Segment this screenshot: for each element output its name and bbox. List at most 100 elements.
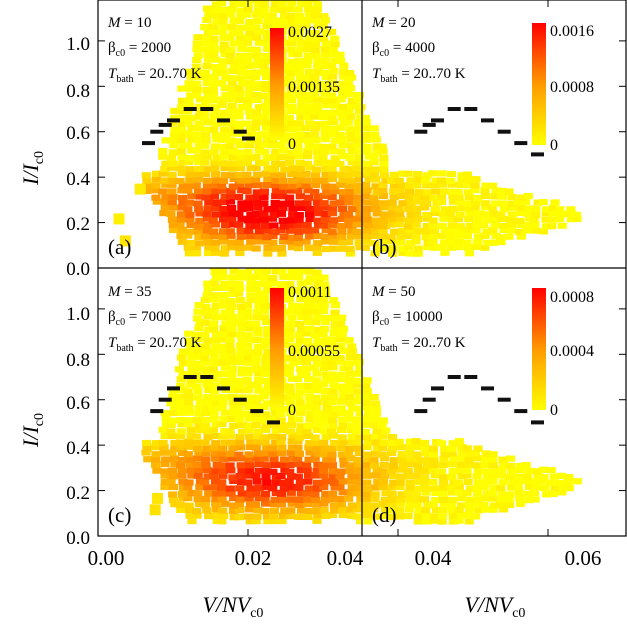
- heat-cell: [184, 399, 194, 406]
- heat-cell: [301, 84, 311, 92]
- heat-cell: [311, 440, 322, 447]
- heat-cell: [462, 467, 472, 474]
- heat-cell: [202, 16, 212, 24]
- heat-cell: [201, 303, 211, 310]
- heat-cell: [234, 514, 245, 521]
- heat-cell: [201, 102, 211, 109]
- heat-cell: [462, 182, 472, 189]
- heat-cell: [412, 472, 422, 479]
- heat-cell: [288, 348, 298, 355]
- heat-cell: [362, 124, 366, 131]
- heat-cell: [369, 159, 379, 166]
- heat-cell: [175, 177, 185, 185]
- heat-cell: [541, 210, 552, 217]
- heat-cell: [369, 456, 379, 464]
- heat-cell: [496, 472, 506, 479]
- heat-cell: [246, 491, 256, 498]
- heat-cell: [192, 331, 202, 338]
- heat-cell: [201, 343, 211, 350]
- heat-cell: [252, 0, 262, 3]
- heat-cell: [487, 204, 497, 211]
- heat-cell: [209, 182, 219, 189]
- heat-cell: [234, 501, 245, 508]
- heat-cell: [287, 244, 297, 251]
- heat-cell: [209, 472, 219, 479]
- heat-cell: [242, 377, 252, 384]
- heat-cell: [411, 221, 421, 228]
- heat-cell: [186, 115, 196, 122]
- heat-cell: [405, 250, 415, 257]
- heat-cell: [251, 398, 261, 405]
- heat-cell: [335, 354, 345, 362]
- heat-cell: [319, 348, 329, 355]
- heat-cell: [327, 159, 337, 166]
- heat-cell: [380, 497, 390, 504]
- heat-cell: [480, 200, 490, 207]
- heat-cell: [311, 125, 321, 132]
- heat-cell: [261, 364, 271, 371]
- heat-cell: [371, 176, 381, 183]
- heat-cell: [285, 468, 295, 475]
- heat-cell: [212, 302, 222, 309]
- heat-cell: [347, 227, 357, 234]
- heat-cell: [186, 377, 196, 384]
- heat-cell: [236, 24, 246, 31]
- heat-cell: [321, 159, 331, 166]
- heat-cell: [280, 12, 290, 19]
- heat-cell: [184, 443, 194, 450]
- heat-cell: [194, 376, 204, 383]
- heat-cell: [338, 142, 348, 149]
- heat-cell: [271, 148, 281, 155]
- heat-cell: [251, 489, 261, 496]
- heat-cell: [177, 449, 188, 456]
- heat-cell: [447, 461, 457, 468]
- heat-cell: [395, 210, 405, 217]
- heat-cell: [219, 143, 229, 150]
- heat-cell: [362, 502, 371, 509]
- heat-cell: [142, 445, 152, 452]
- heat-cell: [284, 478, 294, 485]
- heat-cell: [360, 183, 362, 190]
- heat-cell: [320, 124, 330, 131]
- heat-cell: [312, 421, 322, 428]
- heat-cell: [457, 443, 467, 451]
- heat-cell: [487, 182, 498, 189]
- heat-cell: [404, 244, 414, 251]
- heat-cell: [320, 63, 330, 70]
- heat-cell: [278, 0, 288, 3]
- heat-cell: [356, 495, 362, 502]
- heat-cell: [263, 244, 273, 251]
- heat-cell: [178, 348, 188, 355]
- heat-cell: [421, 228, 431, 235]
- heat-cell: [193, 445, 203, 452]
- heat-cell: [210, 354, 220, 361]
- heat-cell: [259, 434, 269, 441]
- heat-cell: [294, 416, 304, 423]
- heat-cell: [369, 125, 379, 132]
- heat-cell: [268, 485, 278, 492]
- heat-cell: [339, 62, 349, 69]
- heat-cell: [379, 233, 389, 240]
- heat-cell: [227, 274, 237, 281]
- heat-cell: [245, 325, 255, 332]
- heat-cell: [330, 439, 340, 447]
- heat-cell: [210, 46, 220, 53]
- heat-cell: [338, 325, 348, 333]
- heat-cell: [254, 370, 264, 377]
- heat-cell: [260, 337, 271, 344]
- heat-cell: [221, 210, 231, 217]
- heat-cell: [192, 40, 202, 47]
- heat-cell: [362, 131, 371, 139]
- heat-cell: [372, 143, 382, 150]
- heat-cell: [304, 103, 315, 110]
- heat-cell: [210, 249, 220, 256]
- heat-cell: [321, 246, 331, 253]
- heat-cell: [346, 113, 356, 120]
- heat-cell: [295, 382, 305, 389]
- heat-cell: [362, 227, 372, 234]
- heat-cell: [202, 359, 212, 366]
- heat-cell: [203, 484, 213, 491]
- heat-cell: [220, 439, 230, 447]
- heat-cell: [193, 308, 203, 315]
- heat-cell: [251, 119, 262, 126]
